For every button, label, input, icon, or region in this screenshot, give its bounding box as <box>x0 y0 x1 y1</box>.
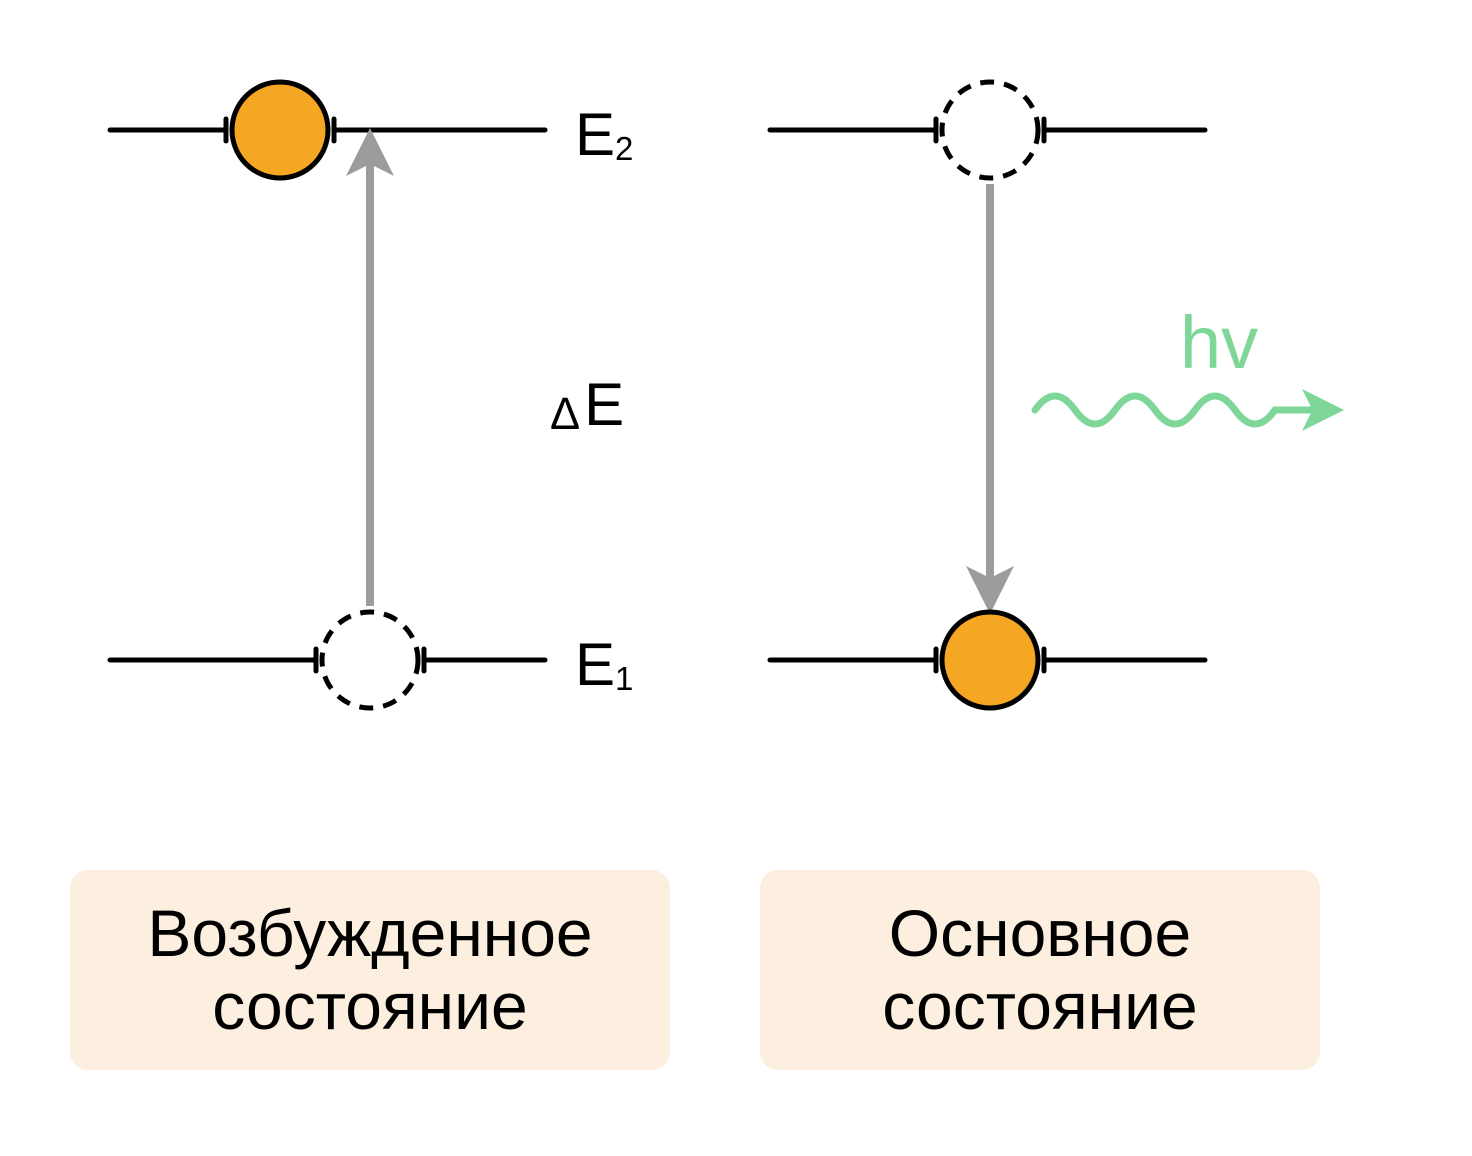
label-e1: E1 <box>575 630 633 699</box>
label-e2: E2 <box>575 100 633 169</box>
caption-left: Возбужденное состояние <box>70 870 670 1070</box>
diagram-stage: E2 E1 ΔE hv Возбужденное состояние Основ… <box>0 0 1472 1156</box>
label-delta-e: ΔE <box>550 370 624 439</box>
label-photon-hv: hv <box>1180 300 1258 385</box>
caption-right: Основное состояние <box>760 870 1320 1070</box>
caption-left-line1: Возбужденное <box>147 897 592 970</box>
caption-left-line2: состояние <box>147 970 592 1043</box>
caption-right-line2: состояние <box>882 970 1197 1043</box>
caption-right-line1: Основное <box>882 897 1197 970</box>
